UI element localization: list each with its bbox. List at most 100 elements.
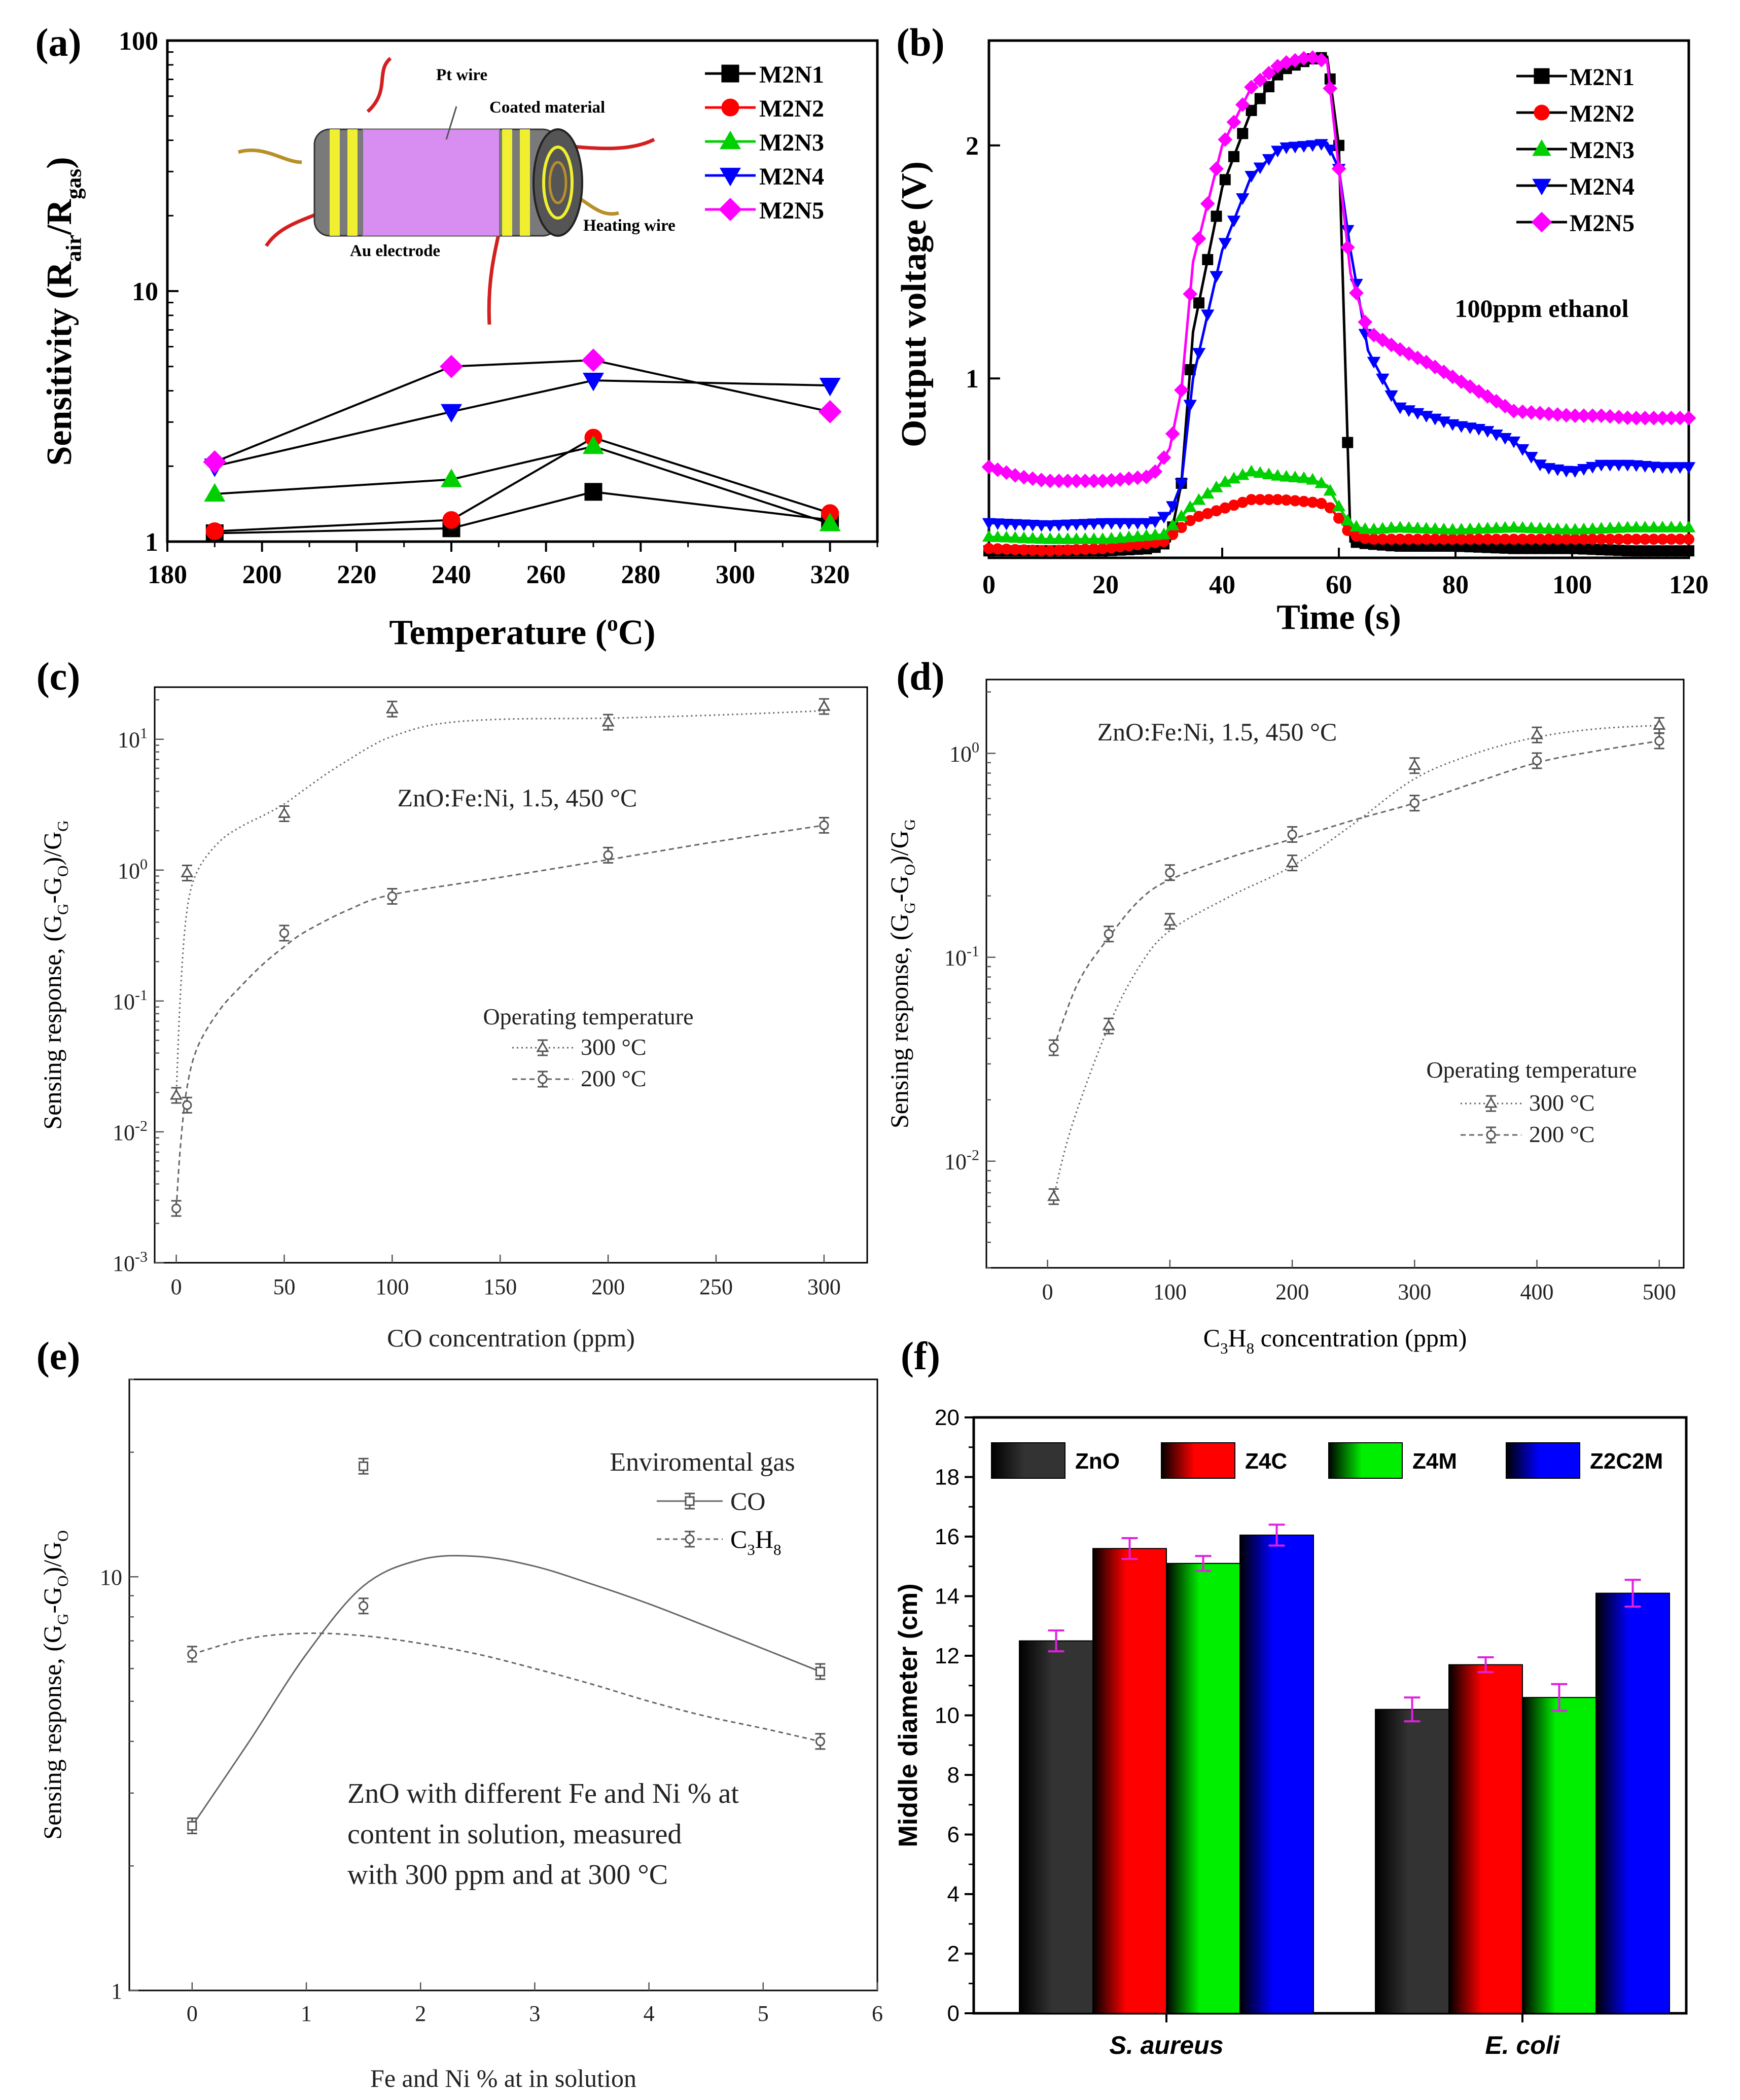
label-part: gas [62, 169, 86, 199]
panel-b-point-m2n3 [1533, 521, 1547, 533]
inset-label-pt-wire: Pt wire [436, 66, 487, 84]
panel-f-ytick-label: 12 [935, 1644, 960, 1668]
panel-b-point-m2n5 [1165, 426, 1180, 441]
panel-a-legend-marker-m2n4 [720, 167, 741, 187]
panel-b-point-m2n3 [1350, 520, 1363, 532]
panel-b-point-m2n3 [1463, 522, 1477, 535]
panel-b-ytick-label: 2 [966, 132, 979, 161]
panel-f-legend-z4c: Z4C [1245, 1449, 1287, 1474]
panel-b-point-m2n3 [1489, 521, 1503, 533]
panel-b-point-m2n3 [1183, 500, 1197, 512]
tick-exponent: -2 [967, 1147, 979, 1164]
panel-b-point-m2n3 [1280, 470, 1293, 482]
panel-b-point-m2n3 [1070, 532, 1083, 544]
panel-b-point-m2n3 [1411, 521, 1425, 533]
tick-base: 10 [118, 859, 140, 883]
panel-b-point-m2n3 [1008, 531, 1022, 543]
panel-b-point-m2n3 [1472, 522, 1486, 534]
panel-e-annotation-line: with 300 ppm and at 300 °C [347, 1859, 668, 1891]
panel-b-point-m2n4 [1489, 429, 1503, 441]
panel-d-point-200-c [1049, 1043, 1059, 1053]
panel-b-point-m2n4 [1454, 421, 1468, 433]
panel-b-point-m2n4 [1384, 390, 1398, 402]
panel-b-point-m2n3 [1175, 509, 1188, 521]
panel-b-point-m2n3 [1428, 522, 1442, 534]
panel-f-ytick-label: 2 [947, 1942, 960, 1967]
panel-b-point-m2n5 [1139, 469, 1154, 484]
panel-f-ytick-label: 18 [935, 1465, 960, 1490]
panel-a-point-m2n4 [441, 404, 462, 423]
panel-b-point-m2n3 [1498, 521, 1512, 533]
panel-b-point-m2n3 [1682, 520, 1696, 532]
panel-b-point-m2n4 [1341, 225, 1355, 237]
panel-b-point-m2n3 [1043, 532, 1057, 544]
panel-b-point-m2n1 [1211, 210, 1222, 222]
panel-b-point-m2n4 [1175, 478, 1188, 490]
panel-d-legend-marker [1484, 1097, 1498, 1108]
panel-b-letter: (b) [896, 20, 944, 64]
panel-b-point-m2n3 [1201, 487, 1215, 499]
panel-b-ytick-label: 1 [966, 365, 979, 394]
panel-b-point-m2n3 [1087, 532, 1101, 544]
panel-e-xtick-label: 1 [301, 2001, 312, 2026]
panel-f-ytick-label: 20 [935, 1405, 960, 1430]
panel-e-xtick-label: 3 [529, 2001, 540, 2026]
panel-b-point-m2n4 [1140, 518, 1153, 530]
panel-e-legend-co: CO [730, 1487, 765, 1515]
panel-c-point-200-c [279, 928, 289, 938]
panel-e-legend-c3h8: C3H8 [730, 1525, 781, 1558]
panel-b-point-m2n4 [1664, 462, 1678, 474]
panel-b-point-m2n3 [1157, 527, 1171, 540]
panel-c-curve-300-c [175, 710, 824, 1096]
panel-b-point-m2n5 [1218, 132, 1233, 147]
panel-a-xtick-label: 280 [621, 560, 660, 589]
panel-b-point-m2n3 [1122, 530, 1136, 543]
panel-a-legend-marker-m2n5 [719, 198, 742, 221]
panel-a-line-m2n5 [214, 359, 831, 463]
panel-d-point-200-c [1654, 736, 1664, 746]
panel-b-point-m2n5 [1235, 97, 1250, 112]
panel-b-point-m2n1 [1237, 128, 1249, 139]
tick-base: 10 [113, 1251, 135, 1276]
panel-b-point-m2n4 [1577, 464, 1591, 476]
panel-b-point-m2n2 [1316, 497, 1327, 509]
panel-b-point-m2n3 [1559, 522, 1573, 535]
panel-d-ytick-label: 10-2 [944, 1147, 979, 1174]
panel-b-point-m2n3 [991, 530, 1005, 542]
panel-b-xtick-label: 20 [1092, 571, 1119, 599]
panel-e-xtick-label: 4 [644, 2001, 655, 2026]
panel-e-point-c3h8 [815, 1736, 825, 1747]
panel-b-point-m2n3 [1402, 521, 1416, 533]
panel-b-point-m2n4 [1568, 466, 1582, 478]
panel-b-point-m2n3 [1551, 522, 1565, 535]
panel-f-ytick-label: 10 [935, 1703, 960, 1728]
label-part: 3 [747, 1541, 755, 1558]
panel-d-xtick-label: 200 [1275, 1279, 1309, 1304]
panel-c-xtick-label: 200 [591, 1274, 625, 1299]
panel-d-letter: (d) [896, 654, 944, 698]
panel-d-legend-300-c: 300 °C [1529, 1090, 1595, 1116]
panel-d-ytick-label: 100 [949, 739, 979, 766]
panel-b-point-m2n5 [1261, 65, 1276, 81]
panel-c-frame [154, 686, 868, 1264]
label-part: Sensing response, (G [885, 914, 913, 1129]
panel-c-point-300-c [385, 702, 399, 714]
panel-a-ylabel: Sensitivity (Rair/Rgas) [40, 157, 86, 466]
panel-b-point-m2n4 [1551, 464, 1565, 476]
panel-c-ytick-label: 101 [118, 725, 148, 753]
panel-b-point-m2n5 [1016, 470, 1032, 485]
panel-b-point-m2n3 [982, 530, 996, 542]
panel-b-point-m2n2 [1333, 512, 1344, 524]
panel-b-point-m2n4 [1087, 518, 1101, 530]
tick-exponent: 0 [140, 856, 148, 873]
panel-b-legend-m2n2: M2N2 [1570, 100, 1635, 127]
panel-e-ytick-label: 10 [100, 1565, 122, 1590]
panel-d-xtick-label: 300 [1398, 1279, 1431, 1304]
panel-a-xtick-label: 220 [337, 560, 376, 589]
panel-b-point-m2n5 [1323, 81, 1338, 96]
panel-b-point-m2n4 [1594, 459, 1608, 472]
panel-e-xtick-label: 2 [415, 2001, 426, 2026]
panel-b-point-m2n3 [1358, 522, 1372, 534]
label-part: O [901, 864, 918, 875]
